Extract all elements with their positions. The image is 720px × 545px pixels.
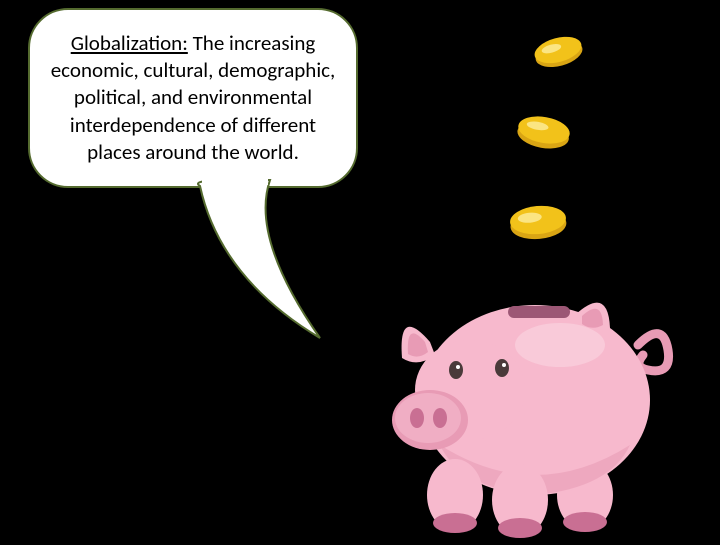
coin-icon xyxy=(480,20,600,280)
speech-bubble: Globalization: The increasing economic, … xyxy=(28,8,358,188)
coins-group xyxy=(480,20,600,280)
piggy-bank-icon xyxy=(360,250,680,530)
bubble-title: Globalization: xyxy=(71,30,188,56)
speech-tail-icon xyxy=(180,178,380,348)
bubble-text: Globalization: The increasing economic, … xyxy=(50,30,336,166)
